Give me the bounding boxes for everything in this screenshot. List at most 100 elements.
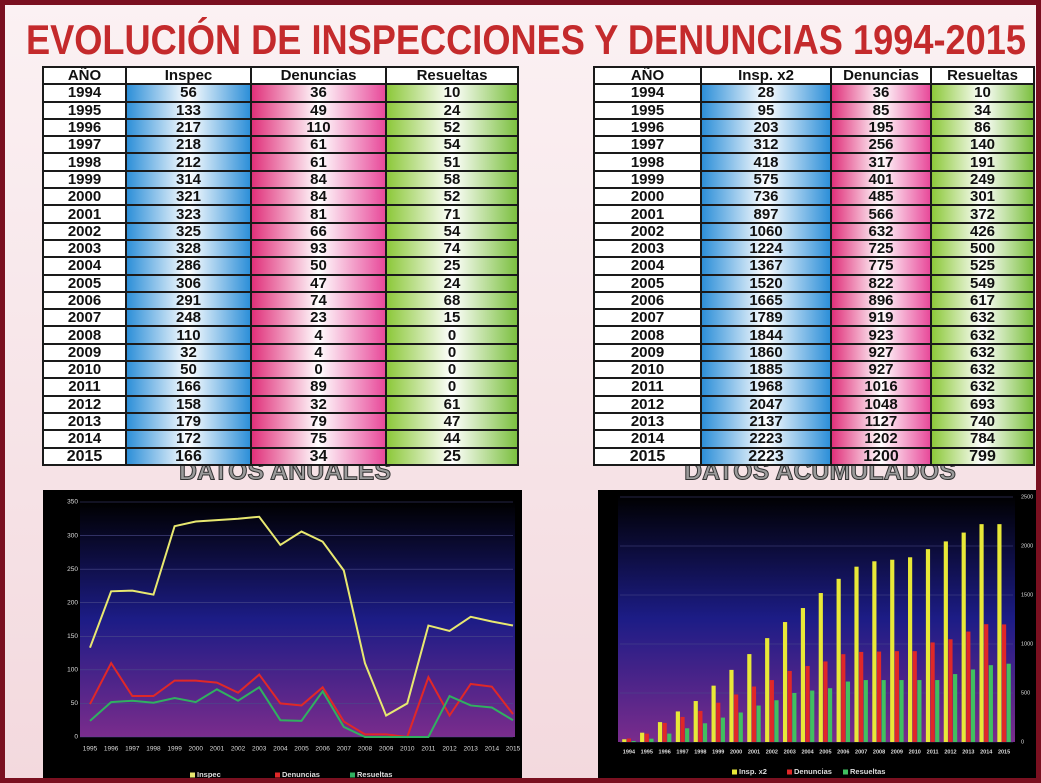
bar: [1006, 663, 1011, 742]
x-tick-label: 2011: [421, 746, 435, 753]
table-cell: 312: [700, 135, 832, 155]
bar: [966, 631, 971, 742]
table-cell: 2003: [42, 238, 127, 259]
data-table: AÑO Insp. x2 Denuncias Resueltas 1994 28 36 10 1…: [593, 65, 1035, 466]
bar: [711, 685, 716, 742]
y-tick-label: 150: [67, 633, 78, 640]
bar: [657, 722, 663, 742]
bar: [734, 694, 739, 742]
table-cell: 110: [125, 325, 252, 345]
table-cell: 36: [250, 83, 387, 103]
table-cell: 24: [385, 100, 519, 120]
x-tick-label: 2000: [730, 749, 742, 755]
bar: [747, 654, 752, 742]
table-cell: 2137: [700, 411, 832, 432]
table-cell: 1995: [593, 100, 702, 120]
table-cell: 10: [930, 83, 1035, 103]
x-tick-label: 1995: [83, 746, 98, 753]
bar: [894, 651, 899, 742]
bar: [729, 669, 734, 742]
bar: [756, 705, 761, 742]
bar: [662, 722, 667, 742]
table-cell: 81: [250, 204, 387, 224]
x-tick-label: 2001: [748, 749, 760, 755]
table-cell: 1367: [700, 256, 832, 276]
table-row: 2012 158 32 61: [42, 394, 519, 414]
header-cell: Inspec: [125, 65, 252, 86]
x-tick-label: 2013: [463, 746, 478, 753]
legend-swatch: [275, 772, 280, 778]
table-cell: 897: [700, 204, 832, 224]
y-tick-label: 500: [1021, 690, 1030, 696]
bar: [948, 639, 953, 742]
table-cell: 47: [250, 273, 387, 293]
table-cell: 89: [250, 377, 387, 397]
x-tick-label: 2005: [294, 746, 309, 753]
table-cell: 1060: [700, 221, 832, 241]
table-row: 2008 110 4 0: [42, 325, 519, 345]
table-cell: 212: [125, 152, 252, 172]
table-row: 1995 133 49 24: [42, 100, 519, 120]
table-cell: 485: [830, 187, 932, 207]
legend-label: Denuncias: [282, 770, 320, 779]
table-cell: 4: [250, 342, 387, 363]
bar: [979, 524, 984, 742]
table-cell: 79: [250, 411, 387, 432]
table-cell: 0: [385, 377, 519, 397]
table-cell: 323: [125, 204, 252, 224]
table-row: 2002 325 66 54: [42, 221, 519, 241]
bar: [970, 669, 976, 742]
table-cell: 549: [930, 273, 1035, 293]
table-cell: 1665: [700, 290, 832, 311]
table-cell: 217: [125, 117, 252, 138]
table-cell: 2009: [42, 342, 127, 363]
table-cell: 1200: [830, 446, 932, 466]
header-cell: Denuncias: [830, 65, 932, 86]
table-cell: 632: [930, 325, 1035, 345]
x-tick-label: 1994: [623, 749, 636, 755]
table-cell: 15: [385, 308, 519, 328]
y-tick-label: 300: [67, 532, 78, 539]
table-cell: 166: [125, 377, 252, 397]
table-cell: 2002: [593, 221, 702, 241]
table-cell: 632: [930, 342, 1035, 363]
table-cell: 2010: [593, 360, 702, 380]
bar: [984, 624, 989, 742]
table-cell: 191: [930, 152, 1035, 172]
table-cell: 249: [930, 169, 1035, 190]
bar: [935, 680, 940, 742]
table-cell: 401: [830, 169, 932, 190]
x-tick-label: 1999: [712, 749, 724, 755]
table-row: 2003 328 93 74: [42, 238, 519, 259]
table-cell: 95: [700, 100, 832, 120]
header-row: AÑO Insp. x2 Denuncias Resueltas: [593, 65, 1035, 86]
table-row: 2015 166 34 25: [42, 446, 519, 466]
header-cell: Resueltas: [930, 65, 1035, 86]
table-cell: 418: [700, 152, 832, 172]
table-row: 2006 1665 896 617: [593, 290, 1035, 311]
header-cell: AÑO: [593, 65, 702, 86]
table-cell: 58: [385, 169, 519, 190]
x-tick-label: 2001: [210, 746, 225, 753]
bar: [631, 741, 636, 742]
x-tick-label: 2002: [766, 749, 778, 755]
table-cell: 1016: [830, 377, 932, 397]
table-cell: 179: [125, 411, 252, 432]
x-tick-label: 1996: [104, 746, 119, 753]
header-cell: AÑO: [42, 65, 127, 86]
table-cell: 2002: [42, 221, 127, 241]
bar: [908, 557, 913, 742]
bar: [930, 642, 935, 742]
table-cell: 2009: [593, 342, 702, 363]
bar: [787, 670, 792, 742]
table-cell: 927: [830, 360, 932, 380]
table-row: 2002 1060 632 426: [593, 221, 1035, 241]
table-cell: 1997: [593, 135, 702, 155]
page-title: EVOLUCIÓN DE INSPECCIONES Y DENUNCIAS 19…: [26, 15, 1026, 63]
x-tick-label: 1998: [694, 749, 706, 755]
table-cell: 1224: [700, 238, 832, 259]
x-tick-label: 2011: [927, 749, 939, 755]
table-cell: 2001: [593, 204, 702, 224]
table-cell: 317: [830, 152, 932, 172]
table-cell: 923: [830, 325, 932, 345]
